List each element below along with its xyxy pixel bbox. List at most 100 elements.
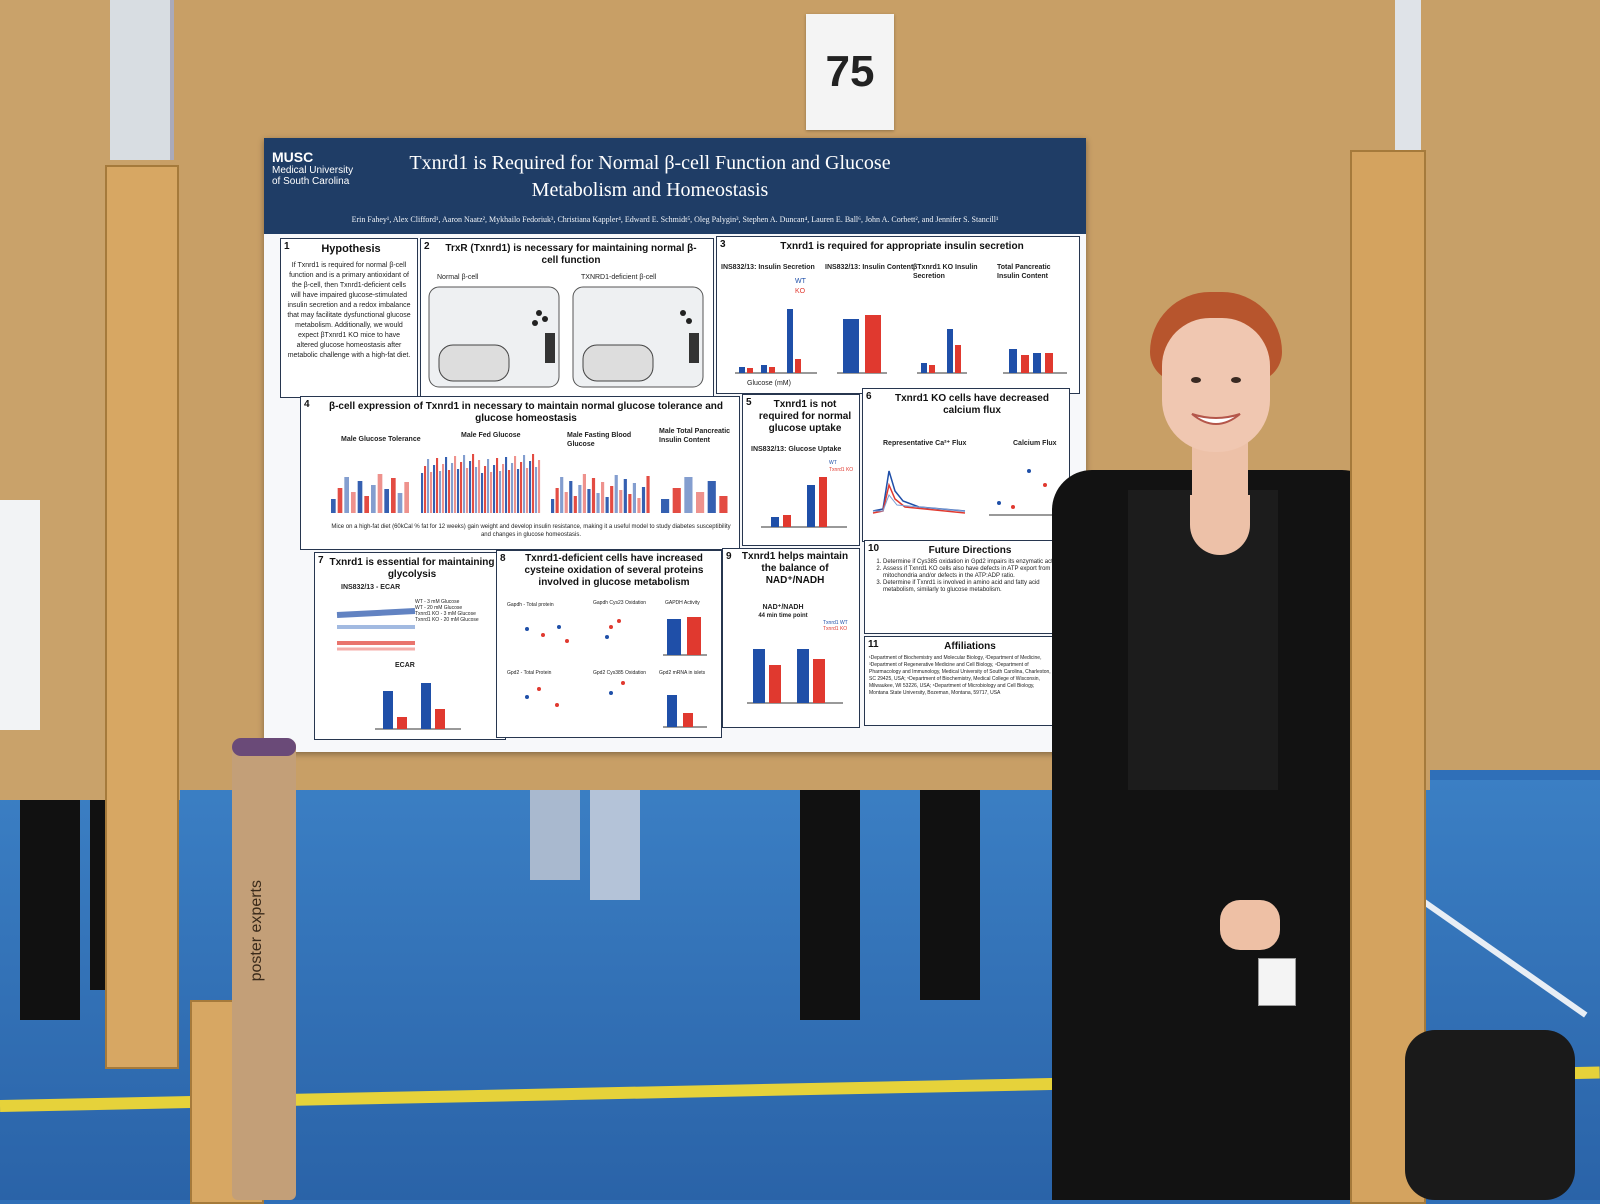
bar (529, 461, 532, 513)
background-person-legs (800, 790, 860, 1020)
legend-wt: WT (829, 460, 837, 466)
list-item: Assess if Txnrd1 KO cells also have defe… (883, 566, 1069, 580)
poster-board-right (1430, 0, 1600, 770)
panel-number: 4 (304, 399, 310, 410)
poster-header (264, 138, 1086, 234)
panel-number: 7 (318, 555, 324, 566)
legend-item: Txnrd1 KO - 3 mM Glucose (415, 611, 476, 617)
chart-title: INS832/13 - ECAR (341, 584, 401, 591)
wooden-post-right (1350, 150, 1426, 1204)
chart-title: Male Fed Glucose (461, 432, 521, 439)
bar (535, 467, 538, 513)
panel-title: β-cell expression of Txnrd1 in necessary… (329, 401, 723, 424)
bar (641, 487, 646, 513)
chart-subtitle: 44 min time point (758, 613, 808, 619)
bar (587, 489, 591, 513)
panel-number: 2 (424, 241, 430, 252)
bar (628, 494, 632, 513)
bar (560, 477, 564, 513)
glucose-uptake-chart (761, 477, 847, 528)
bar (605, 497, 609, 513)
list-item: Determine if Txnrd1 is involved in amino… (883, 580, 1069, 594)
bar (384, 489, 389, 513)
panel-future-directions: 10 Future Directions Determine if Cys385… (864, 540, 1064, 634)
bar (421, 473, 424, 513)
bar (508, 470, 511, 513)
bar (466, 468, 469, 513)
diagram-label-normal: Normal β-cell (437, 274, 479, 281)
metal-frame (110, 0, 174, 160)
chart-title: ECAR (395, 662, 415, 669)
panel-nad-nadh: 9 Txnrd1 helps maintain the balance of N… (722, 548, 860, 728)
panel-glucose-uptake: 5 Txnrd1 is not required for normal gluc… (742, 394, 860, 546)
chart-title: GAPDH Activity (665, 600, 700, 606)
bar (475, 467, 478, 513)
bar (404, 482, 409, 513)
legend-item: Txnrd1 KO - 20 mM Glucose (415, 617, 479, 623)
bar (481, 473, 484, 513)
bar (614, 475, 618, 513)
chart-title: Gpd2 - Total Protein (507, 670, 552, 676)
oxidation-charts (525, 617, 707, 728)
calcium-flux-chart (872, 469, 1061, 516)
bar (499, 471, 502, 513)
chart-title: Representative Ca²⁺ Flux (883, 440, 967, 447)
chart-title: INS832/13: Insulin Secretion (721, 264, 815, 271)
insulin-bar-charts (735, 309, 1067, 374)
bar (344, 477, 349, 513)
poster-tube-label: poster experts (248, 880, 265, 982)
ecar-charts (336, 608, 461, 730)
bar (564, 492, 568, 513)
bar (520, 462, 523, 513)
bar (460, 462, 463, 513)
bar (601, 482, 605, 513)
musc-logo: MUSC Medical University of South Carolin… (272, 150, 354, 187)
bar (555, 488, 559, 513)
panel-number: 10 (868, 543, 880, 554)
panel-title: Txnrd1 helps maintain the balance of NAD… (741, 551, 849, 586)
panel-calcium-flux: 6 Txnrd1 KO cells have decreased calcium… (862, 388, 1070, 542)
bar (514, 456, 517, 513)
panel-insulin-secretion: 3 Txnrd1 is required for appropriate ins… (716, 236, 1080, 394)
logo-line2: of South Carolina (272, 176, 350, 187)
bar (457, 469, 460, 513)
bar (463, 455, 466, 513)
bar (707, 481, 716, 513)
bar (672, 488, 681, 513)
hypothesis-text: If Txnrd1 is required for normal β-cell … (287, 262, 411, 359)
list-item: Determine if Cys385 oxidation in Gpd2 im… (883, 559, 1069, 566)
panel-number: 8 (500, 553, 506, 564)
chart-title: Gpd2 mRNA in islets (659, 670, 706, 676)
bar (573, 496, 577, 513)
diagram-label-deficient: TXNRD1-deficient β-cell (581, 274, 657, 281)
poster-tube (232, 740, 296, 1200)
panel-cysteine-oxidation: 8 Txnrd1-deficient cells have increased … (496, 550, 722, 738)
bar (391, 478, 396, 513)
legend-ko: KO (795, 288, 806, 295)
bar (454, 456, 457, 513)
bar (430, 472, 433, 513)
bar (505, 457, 508, 513)
metal-frame (1395, 0, 1421, 150)
chart-title: Male Fasting Blood Glucose (567, 432, 632, 448)
bar (377, 474, 383, 513)
panel-glycolysis: 7 Txnrd1 is essential for maintaining gl… (314, 552, 506, 740)
future-directions-list: Determine if Cys385 oxidation in Gpd2 im… (869, 559, 1069, 594)
panel-title: Txnrd1 is essential for maintaining glyc… (329, 557, 495, 580)
logo-line1: Medical University (272, 165, 354, 176)
bar (337, 488, 343, 513)
bar (439, 471, 442, 513)
bar (511, 463, 514, 513)
legend-wt: Txnrd1 WT (823, 620, 848, 626)
bar (596, 493, 600, 513)
bar (433, 465, 436, 513)
bar (364, 496, 369, 513)
bar (526, 468, 529, 513)
bar (502, 464, 505, 513)
panel-glucose-tolerance: 4 β-cell expression of Txnrd1 in necessa… (300, 396, 740, 550)
bar (469, 461, 472, 513)
chart-title: INS832/13: Insulin Content (825, 264, 914, 271)
legend-item: WT - 3 mM Glucose (415, 599, 460, 605)
poster-authors: Erin Fahey¹, Alex Clifford¹, Aaron Naatz… (351, 215, 999, 224)
panel-title: Affiliations (944, 641, 996, 652)
